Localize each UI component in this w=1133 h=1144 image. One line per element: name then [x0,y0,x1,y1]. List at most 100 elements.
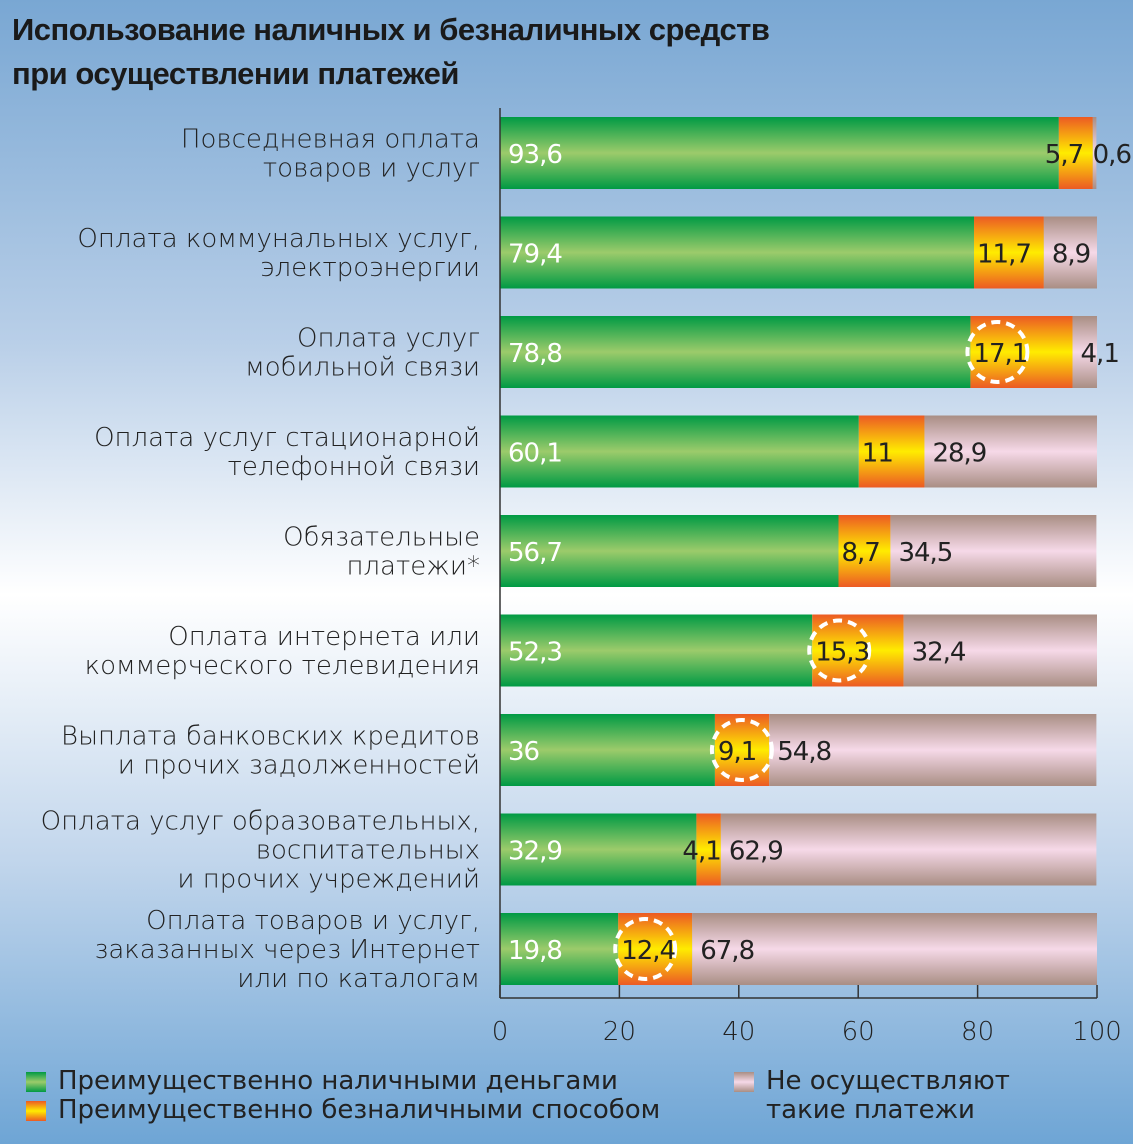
legend-label-cashless: Преимущественно безналичными способом [58,1095,661,1125]
category-label-line: Оплата коммунальных услуг, [77,224,480,254]
category-label-line: Оплата товаров и услуг, [146,906,480,936]
bar-segment-cash [500,813,697,886]
value-label-cash: 93,6 [508,140,562,170]
highlight-circle [965,320,1030,384]
bar-segment-cash [500,117,1059,189]
x-tick-label: 60 [842,1017,875,1047]
x-tick-label: 80 [961,1017,994,1047]
value-label-cashless: 11 [862,439,893,469]
bar-segment-none [924,415,1097,488]
bar-segment-cash [500,714,715,786]
category-label-line: мобильной связи [245,353,480,383]
chart-title-line-1: Использование наличных и безналичных сре… [12,12,770,47]
category-label-line: Оплата услуг стационарной [94,423,480,453]
legend-item-cash: Преимущественно наличными деньгами [26,1067,618,1096]
x-tick-label: 40 [722,1017,755,1047]
bar-segment-cash [500,515,839,587]
bar-segment-none [1092,117,1097,189]
value-label-none: 34,5 [898,538,952,568]
bar-segment-cash [500,415,859,488]
bar-segment-none [890,515,1097,587]
chart-title: Использование наличных и безналичных сре… [12,8,770,96]
bar-segment-cash [500,913,619,985]
legend-swatch-none [734,1072,754,1092]
category-label-line: коммерческого телевидения [85,651,480,681]
category-label-line: Оплата услуг образовательных, [41,807,480,837]
value-label-cashless: 17,1 [973,339,1027,369]
value-label-cash: 78,8 [508,339,562,369]
value-label-none: 28,9 [932,439,986,469]
category-label-line: Выплата банковских кредитов [61,722,480,752]
category-label-line: воспитательных [256,836,480,866]
category-label-line: Обязательные [283,523,480,553]
value-label-cash: 32,9 [508,837,562,867]
highlight-circle [613,917,678,981]
value-label-none: 0,6 [1093,140,1131,170]
value-label-cash: 79,4 [508,240,562,270]
category-label-line: Повседневная оплата [181,125,480,155]
bar-segment-cash [500,216,975,289]
category-label-line: электроэнергии [260,253,480,283]
x-tick-label: 0 [492,1017,509,1047]
category-label-line: Оплата интернета или [168,622,480,652]
legend-swatch-cashless [26,1100,46,1121]
value-label-cashless: 5,7 [1045,140,1083,170]
value-label-cashless: 4,1 [682,837,720,867]
value-label-cashless: 9,1 [718,737,756,767]
bar-segment-cash [500,316,971,388]
category-label-line: и прочих задолженностей [118,751,480,781]
bar-segment-cashless [970,316,1073,388]
value-label-cash: 19,8 [508,936,562,966]
value-label-none: 8,9 [1052,240,1090,270]
value-label-cashless: 11,7 [977,240,1031,270]
legend-item-cashless: Преимущественно безналичными способом [26,1096,660,1125]
chart-title-line-2: при осуществлении платежей [12,56,459,91]
x-tick-label: 20 [603,1017,636,1047]
category-label-line: и прочих учреждений [177,865,480,895]
legend-label-none: Не осуществляют такие платежи [766,1066,1010,1125]
value-label-cash: 52,3 [508,638,562,668]
value-label-cashless: 15,3 [815,638,869,668]
legend-label-cash: Преимущественно наличными деньгами [58,1066,618,1096]
category-label-line: телефонной связи [228,452,480,482]
bar-segment-cash [500,614,813,687]
category-label-line: или по каталогам [237,964,480,994]
value-label-cash: 36 [508,737,539,767]
value-label-none: 62,9 [729,837,783,867]
category-label: Оплата услуг образовательных,воспитатель… [41,807,480,895]
value-label-none: 4,1 [1081,339,1119,369]
value-label-cashless: 12,4 [621,936,675,966]
bar-segment-cashless [974,216,1044,289]
bar-segment-none [692,913,1097,985]
highlight-circle [807,618,872,683]
bar-segment-cashless [858,415,925,488]
category-label-line: платежи* [346,552,480,582]
value-label-cash: 56,7 [508,538,562,568]
bar-segment-none [720,813,1097,886]
highlight-circle [709,718,774,782]
category-label-line: Оплата услуг [297,324,480,354]
category-label: Оплата коммунальных услуг,электроэнергии [77,224,480,283]
legend-swatch-cash [26,1071,46,1092]
category-label-line: товаров и услуг [263,154,480,184]
bar-segment-none [1072,316,1097,388]
bar-segment-cashless [812,614,904,687]
value-label-none: 67,8 [700,936,754,966]
legend-item-none: Не осуществляют такие платежи [734,1067,1034,1125]
bar-segment-none [1043,216,1097,289]
bar-segment-cashless [1058,117,1093,189]
value-label-none: 54,8 [777,737,831,767]
value-label-cashless: 8,7 [841,538,879,568]
value-label-none: 32,4 [912,638,966,668]
category-label-line: заказанных через Интернет [94,935,480,965]
bar-segment-cashless [696,813,721,886]
x-tick-label: 100 [1072,1017,1122,1047]
category-label: Оплата товаров и услуг,заказанных через … [94,906,480,994]
